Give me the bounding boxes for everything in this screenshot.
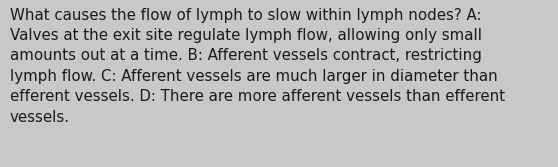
Text: What causes the flow of lymph to slow within lymph nodes? A:
Valves at the exit : What causes the flow of lymph to slow wi… bbox=[10, 8, 505, 125]
